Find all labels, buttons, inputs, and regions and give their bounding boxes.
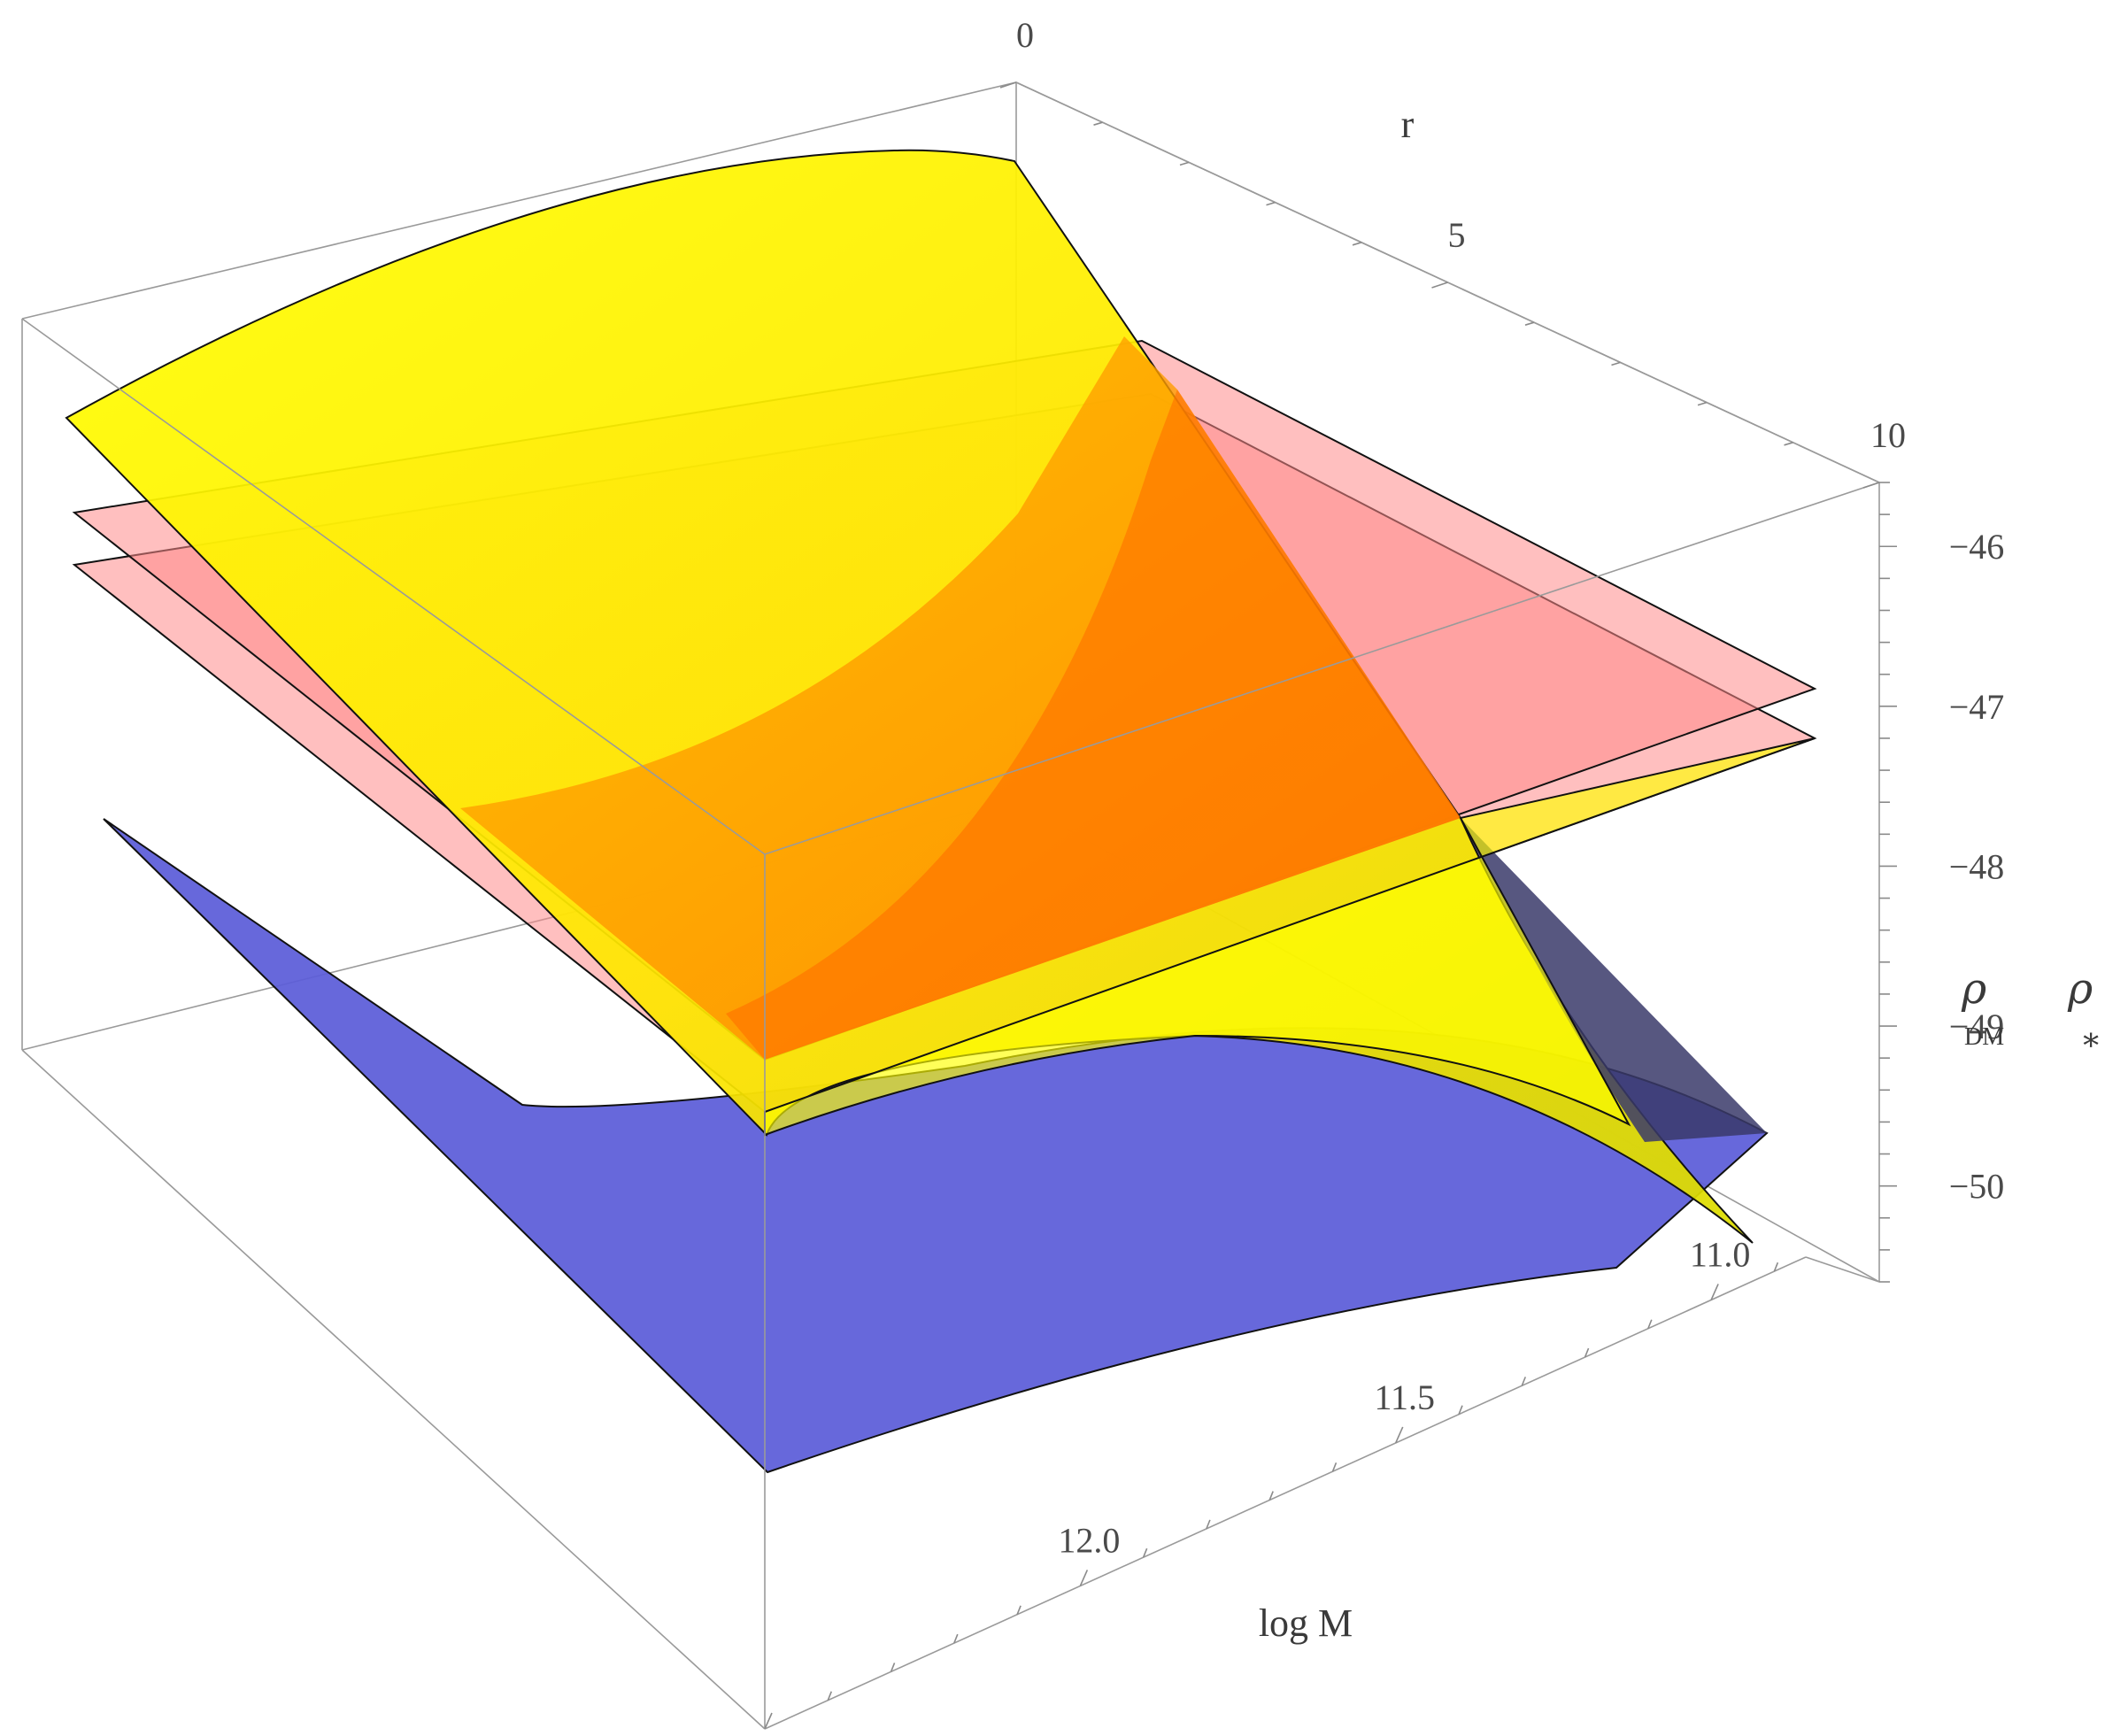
- rho-star-subscript: ∗: [2080, 1022, 2101, 1057]
- logm-minor-tick: [953, 1633, 959, 1644]
- logm-axis-ticks: 11.0 11.5 12.0: [764, 1234, 1779, 1730]
- logm-minor-tick: [1016, 1605, 1022, 1616]
- logm-major-tick: [1079, 1570, 1089, 1586]
- logm-minor-tick: [890, 1663, 896, 1672]
- rho-star-symbol: ρ: [2067, 964, 2093, 1014]
- rho-tick-label: −47: [1949, 687, 2005, 727]
- logm-major-tick: [764, 1712, 773, 1730]
- r-axis-ticks: 0 5 10: [999, 15, 1906, 489]
- box-front-bottom-left: [21, 1049, 766, 1730]
- logm-minor-tick: [1268, 1491, 1274, 1501]
- logm-tick-label: 12.0: [1058, 1520, 1120, 1560]
- logm-major-tick: [1394, 1426, 1404, 1444]
- logm-minor-tick: [1206, 1519, 1211, 1530]
- rho-dm-subscript: DM: [1964, 1023, 2004, 1051]
- r-minor-tick: [1697, 401, 1708, 406]
- box-front-right: [1805, 1256, 1880, 1283]
- logm-minor-tick: [827, 1691, 833, 1701]
- r-minor-tick: [1611, 361, 1621, 366]
- rho-axis-ticks: −46 −47 −48 −49 −50: [1879, 482, 2005, 1283]
- rho-tick-label: −49: [1949, 1007, 2005, 1046]
- r-major-tick: [1431, 282, 1448, 289]
- surface-dark-wedge: [1461, 818, 1767, 1142]
- logm-tick-label: 11.0: [1690, 1234, 1751, 1274]
- rho-dm-label: ρ: [1961, 964, 1986, 1014]
- r-major-tick: [1862, 482, 1880, 489]
- box-front-top-left: [21, 318, 766, 855]
- surface-yellow-sliver: [764, 737, 1816, 1137]
- logm-minor-tick: [1142, 1547, 1148, 1558]
- rho-tick-label: −46: [1949, 527, 2005, 567]
- r-axis-label: r: [1401, 103, 1415, 146]
- r-minor-tick: [1093, 121, 1103, 126]
- r-tick-label: 5: [1448, 215, 1466, 255]
- rho-tick-label: −50: [1949, 1167, 2005, 1207]
- r-minor-tick: [1179, 161, 1190, 166]
- logm-axis-label: log M: [1259, 1601, 1353, 1645]
- logm-minor-tick: [1584, 1347, 1590, 1358]
- box-front-bottom-right: [764, 1256, 1807, 1730]
- rho-star-label: ρ: [2067, 964, 2093, 1014]
- r-tick-label: 0: [1016, 15, 1034, 55]
- logm-minor-tick: [1521, 1377, 1527, 1386]
- surface-overlap-deep-orange: [726, 390, 1461, 1060]
- logm-minor-tick: [1458, 1405, 1463, 1415]
- r-major-tick: [999, 81, 1017, 89]
- logm-major-tick: [1710, 1284, 1719, 1300]
- box-front-top: [764, 482, 1880, 855]
- logm-minor-tick: [1331, 1462, 1338, 1472]
- logm-tick-label: 11.5: [1374, 1377, 1435, 1417]
- r-minor-tick: [1266, 201, 1276, 206]
- r-tick-label: 10: [1870, 415, 1906, 455]
- logm-minor-tick: [1773, 1261, 1779, 1272]
- rho-dm-symbol: ρ: [1961, 964, 1986, 1014]
- logm-minor-tick: [1647, 1319, 1653, 1330]
- rho-tick-label: −48: [1949, 846, 2005, 886]
- r-minor-tick: [1524, 321, 1535, 326]
- r-minor-tick: [1352, 242, 1362, 246]
- r-minor-tick: [1784, 442, 1793, 446]
